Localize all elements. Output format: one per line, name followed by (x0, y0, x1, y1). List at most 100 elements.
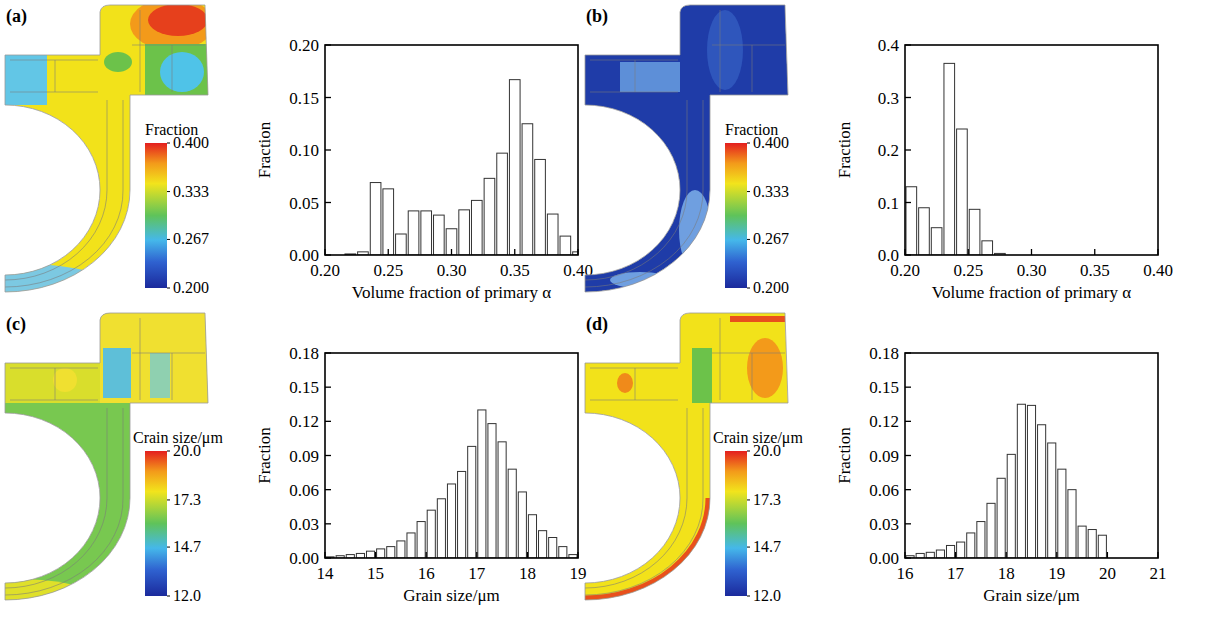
x-tick-label: 17 (468, 564, 486, 583)
panel: (c)Crain size/μm20.017.314.712.014151617… (0, 313, 587, 607)
colorbar-tick (747, 451, 750, 452)
histogram-bar (427, 510, 435, 558)
histogram-bar (518, 492, 526, 558)
histogram-bar (977, 522, 985, 558)
x-tick (904, 552, 905, 558)
map-patch (145, 44, 208, 95)
y-tick-label: 0.15 (869, 378, 899, 397)
y-tick-label: 0.00 (289, 549, 319, 568)
x-tick-label: 16 (897, 564, 914, 583)
colorbar-tick (747, 288, 750, 289)
colorbar-tick (167, 499, 170, 500)
x-tick-label: 18 (519, 564, 536, 583)
histogram-bar (434, 215, 445, 255)
histogram-bar (1048, 443, 1056, 558)
map-rib (585, 318, 785, 595)
map-patch (150, 353, 170, 398)
histogram-bar (957, 129, 968, 255)
y-tick (325, 149, 331, 150)
x-tick (1094, 249, 1095, 255)
y-tick (905, 254, 911, 255)
x-tick (527, 552, 528, 558)
y-tick-label: 0.00 (869, 549, 899, 568)
y-tick-label: 0.09 (869, 447, 899, 466)
histogram-bar (407, 533, 415, 558)
histogram-bar (987, 503, 995, 558)
panel-label: (c) (6, 314, 26, 335)
map-outline (5, 5, 208, 292)
histogram-bar (1078, 526, 1086, 558)
colorbar-tick-label: 0.267 (753, 230, 789, 247)
y-tick (325, 523, 331, 524)
map-outline (585, 5, 788, 292)
plot-frame (325, 45, 578, 255)
histogram-bar (1007, 454, 1015, 558)
histogram-bar (946, 545, 954, 558)
histogram-bar (547, 214, 558, 255)
colorbar-tick-label: 17.3 (173, 491, 201, 508)
plot-frame (905, 45, 1158, 255)
histogram-bar (997, 478, 1005, 558)
histogram-bar (408, 211, 419, 255)
histogram-bar (1017, 404, 1025, 558)
y-tick-label: 0.15 (289, 378, 319, 397)
histogram-bar (498, 442, 506, 558)
map-patch (160, 52, 204, 92)
x-axis-title: Grain size/μm (983, 586, 1079, 605)
x-tick (577, 552, 578, 558)
y-tick (325, 97, 331, 98)
panel-label: (d) (586, 314, 608, 335)
map-patch (130, 0, 214, 50)
x-axis-title: Volume fraction of primary α (932, 283, 1131, 302)
histogram-bar (446, 229, 457, 255)
colorbar-tick-label: 0.200 (753, 279, 789, 296)
x-tick-label: 18 (998, 564, 1015, 583)
histogram-bar (468, 446, 476, 558)
histogram-bar (366, 551, 374, 558)
panel: (a)Fraction0.4000.3330.2670.2000.200.250… (0, 0, 593, 320)
colorbar (145, 143, 167, 288)
y-tick-label: 0.03 (289, 515, 319, 534)
x-tick (1006, 552, 1007, 558)
y-tick-label: 0.4 (878, 36, 900, 55)
x-tick-label: 14 (317, 564, 335, 583)
plot-frame (905, 353, 1158, 558)
map-rib (5, 318, 205, 595)
histogram-bar (931, 228, 942, 255)
histogram-bar (1058, 469, 1066, 558)
y-tick-label: 0.3 (878, 89, 899, 108)
x-tick-label: 20 (1099, 564, 1116, 583)
x-tick-label: 21 (1150, 564, 1167, 583)
colorbar-tick (747, 596, 750, 597)
histogram-bar (969, 209, 980, 255)
histogram-bar (559, 547, 567, 558)
map-patch (100, 313, 208, 403)
colorbar-tick-label: 0.400 (173, 134, 209, 151)
y-tick-label: 0.00 (289, 246, 319, 265)
histogram-bar (397, 541, 405, 558)
map-patch (730, 316, 785, 322)
y-tick-label: 0.12 (289, 412, 319, 431)
map-patch (103, 348, 131, 398)
map-patch (0, 264, 120, 320)
histogram-bar (919, 208, 930, 255)
histogram-bar (539, 531, 547, 558)
colorbar-tick (167, 191, 170, 192)
x-tick (324, 552, 325, 558)
x-axis-title: Grain size/μm (403, 586, 499, 605)
panel-label: (a) (6, 6, 27, 27)
x-tick-label: 17 (947, 564, 965, 583)
y-tick (325, 352, 331, 353)
histogram-bar (508, 469, 516, 558)
y-tick (325, 421, 331, 422)
y-tick (905, 149, 911, 150)
y-tick (905, 557, 911, 558)
colorbar-tick (747, 499, 750, 500)
y-tick (325, 455, 331, 456)
y-tick (325, 44, 331, 45)
colorbar-tick-label: 0.267 (173, 230, 209, 247)
histogram-bar (377, 549, 385, 558)
x-axis-title: Volume fraction of primary α (352, 283, 551, 302)
x-tick (968, 249, 969, 255)
map-patch (617, 373, 633, 393)
